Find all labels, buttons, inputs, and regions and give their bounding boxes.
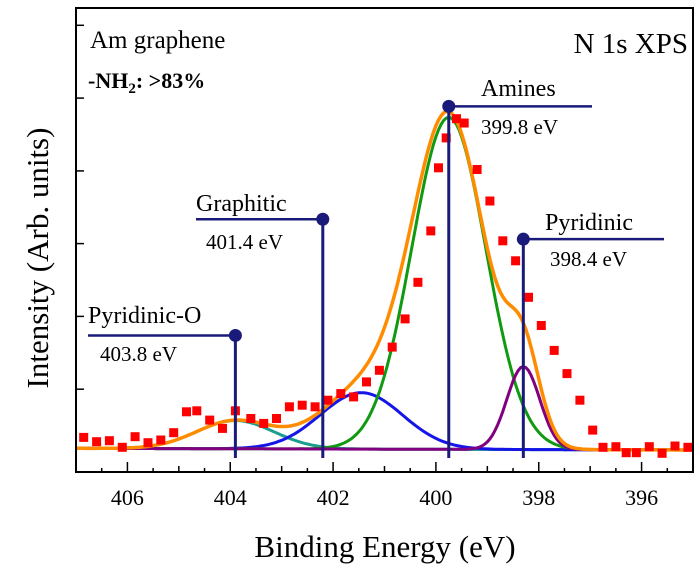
data-point: [575, 395, 585, 405]
data-point: [498, 236, 508, 246]
annotations-layer: Pyridinic-O 403.8 eV Graphitic 401.4 eV Amin…: [88, 76, 664, 458]
data-point: [598, 442, 608, 452]
data-point: [117, 442, 127, 452]
data-point: [349, 392, 359, 402]
data-point: [426, 226, 436, 236]
data-point: [441, 133, 451, 143]
data-point: [130, 432, 140, 442]
data-point: [452, 114, 461, 124]
marker-pyridinic-o-dot: [228, 328, 242, 342]
x-axis-title: Binding Energy (eV): [254, 529, 515, 564]
data-point: [562, 369, 572, 379]
data-point: [621, 448, 631, 458]
data-point: [323, 395, 333, 405]
x-tick-label: 406: [111, 485, 144, 510]
x-tick-label: 400: [419, 485, 452, 510]
data-point: [631, 448, 641, 458]
data-point: [218, 423, 227, 433]
x-tick-label: 396: [625, 485, 658, 510]
data-point: [472, 165, 482, 174]
data-point: [284, 402, 294, 412]
data-point: [259, 418, 269, 428]
label-graphitic-name: Graphitic: [196, 191, 287, 217]
label-amines-energy: 399.8 eV: [481, 115, 558, 139]
data-points-layer: [79, 114, 693, 458]
data-point: [413, 277, 423, 287]
data-point: [374, 365, 384, 375]
label-pyridinic-o-name: Pyridinic-O: [88, 303, 201, 329]
nh2-subscript: 2: [128, 81, 136, 97]
data-point: [272, 414, 281, 423]
marker-graphitic-dot: [316, 212, 330, 226]
data-point: [524, 292, 533, 302]
label-pyridinic-o-energy: 403.8 eV: [100, 342, 177, 366]
data-point: [459, 118, 469, 128]
data-point: [79, 432, 89, 442]
data-point: [92, 437, 102, 447]
data-point: [588, 425, 598, 435]
x-tick-label: 404: [214, 485, 247, 510]
nh2-label: -NH2: >83%: [88, 68, 205, 97]
data-point: [683, 442, 693, 452]
label-pyridinic-name: Pyridinic: [545, 210, 633, 236]
data-point: [336, 389, 346, 399]
data-point: [192, 406, 202, 416]
marker-amines-dot: [442, 99, 456, 113]
data-point: [205, 415, 215, 425]
label-amines-name: Amines: [481, 76, 556, 102]
data-point: [644, 442, 654, 452]
data-point: [143, 438, 153, 448]
data-point: [549, 345, 559, 355]
curves-layer: [76, 109, 693, 452]
data-point: [104, 436, 114, 446]
data-point: [310, 402, 320, 412]
data-point: [182, 407, 191, 417]
x-tick-label: 398: [522, 485, 555, 510]
y-axis-title: Intensity (Arb. units): [20, 128, 55, 389]
data-point: [611, 442, 621, 452]
chart-title: N 1s XPS: [574, 28, 688, 60]
sample-label: Am graphene: [90, 27, 225, 54]
x-tick-label: 402: [317, 485, 350, 510]
label-graphitic-energy: 401.4 eV: [206, 230, 283, 254]
data-point: [670, 441, 680, 451]
data-point: [362, 377, 371, 387]
label-pyridinic-energy: 398.4 eV: [550, 247, 627, 271]
data-point: [387, 342, 397, 352]
data-point: [511, 256, 521, 266]
data-point: [434, 163, 443, 173]
data-point: [485, 196, 495, 206]
data-point: [657, 448, 667, 458]
axis-ticks: 406 404 402 400 398 396: [76, 24, 669, 510]
data-point: [400, 314, 410, 324]
data-point: [246, 414, 256, 423]
data-point: [536, 321, 546, 330]
data-point: [156, 435, 166, 445]
data-point: [169, 428, 179, 438]
data-point: [297, 400, 307, 410]
envelope-fit-line: [76, 109, 693, 452]
marker-pyridinic-dot: [516, 232, 530, 246]
